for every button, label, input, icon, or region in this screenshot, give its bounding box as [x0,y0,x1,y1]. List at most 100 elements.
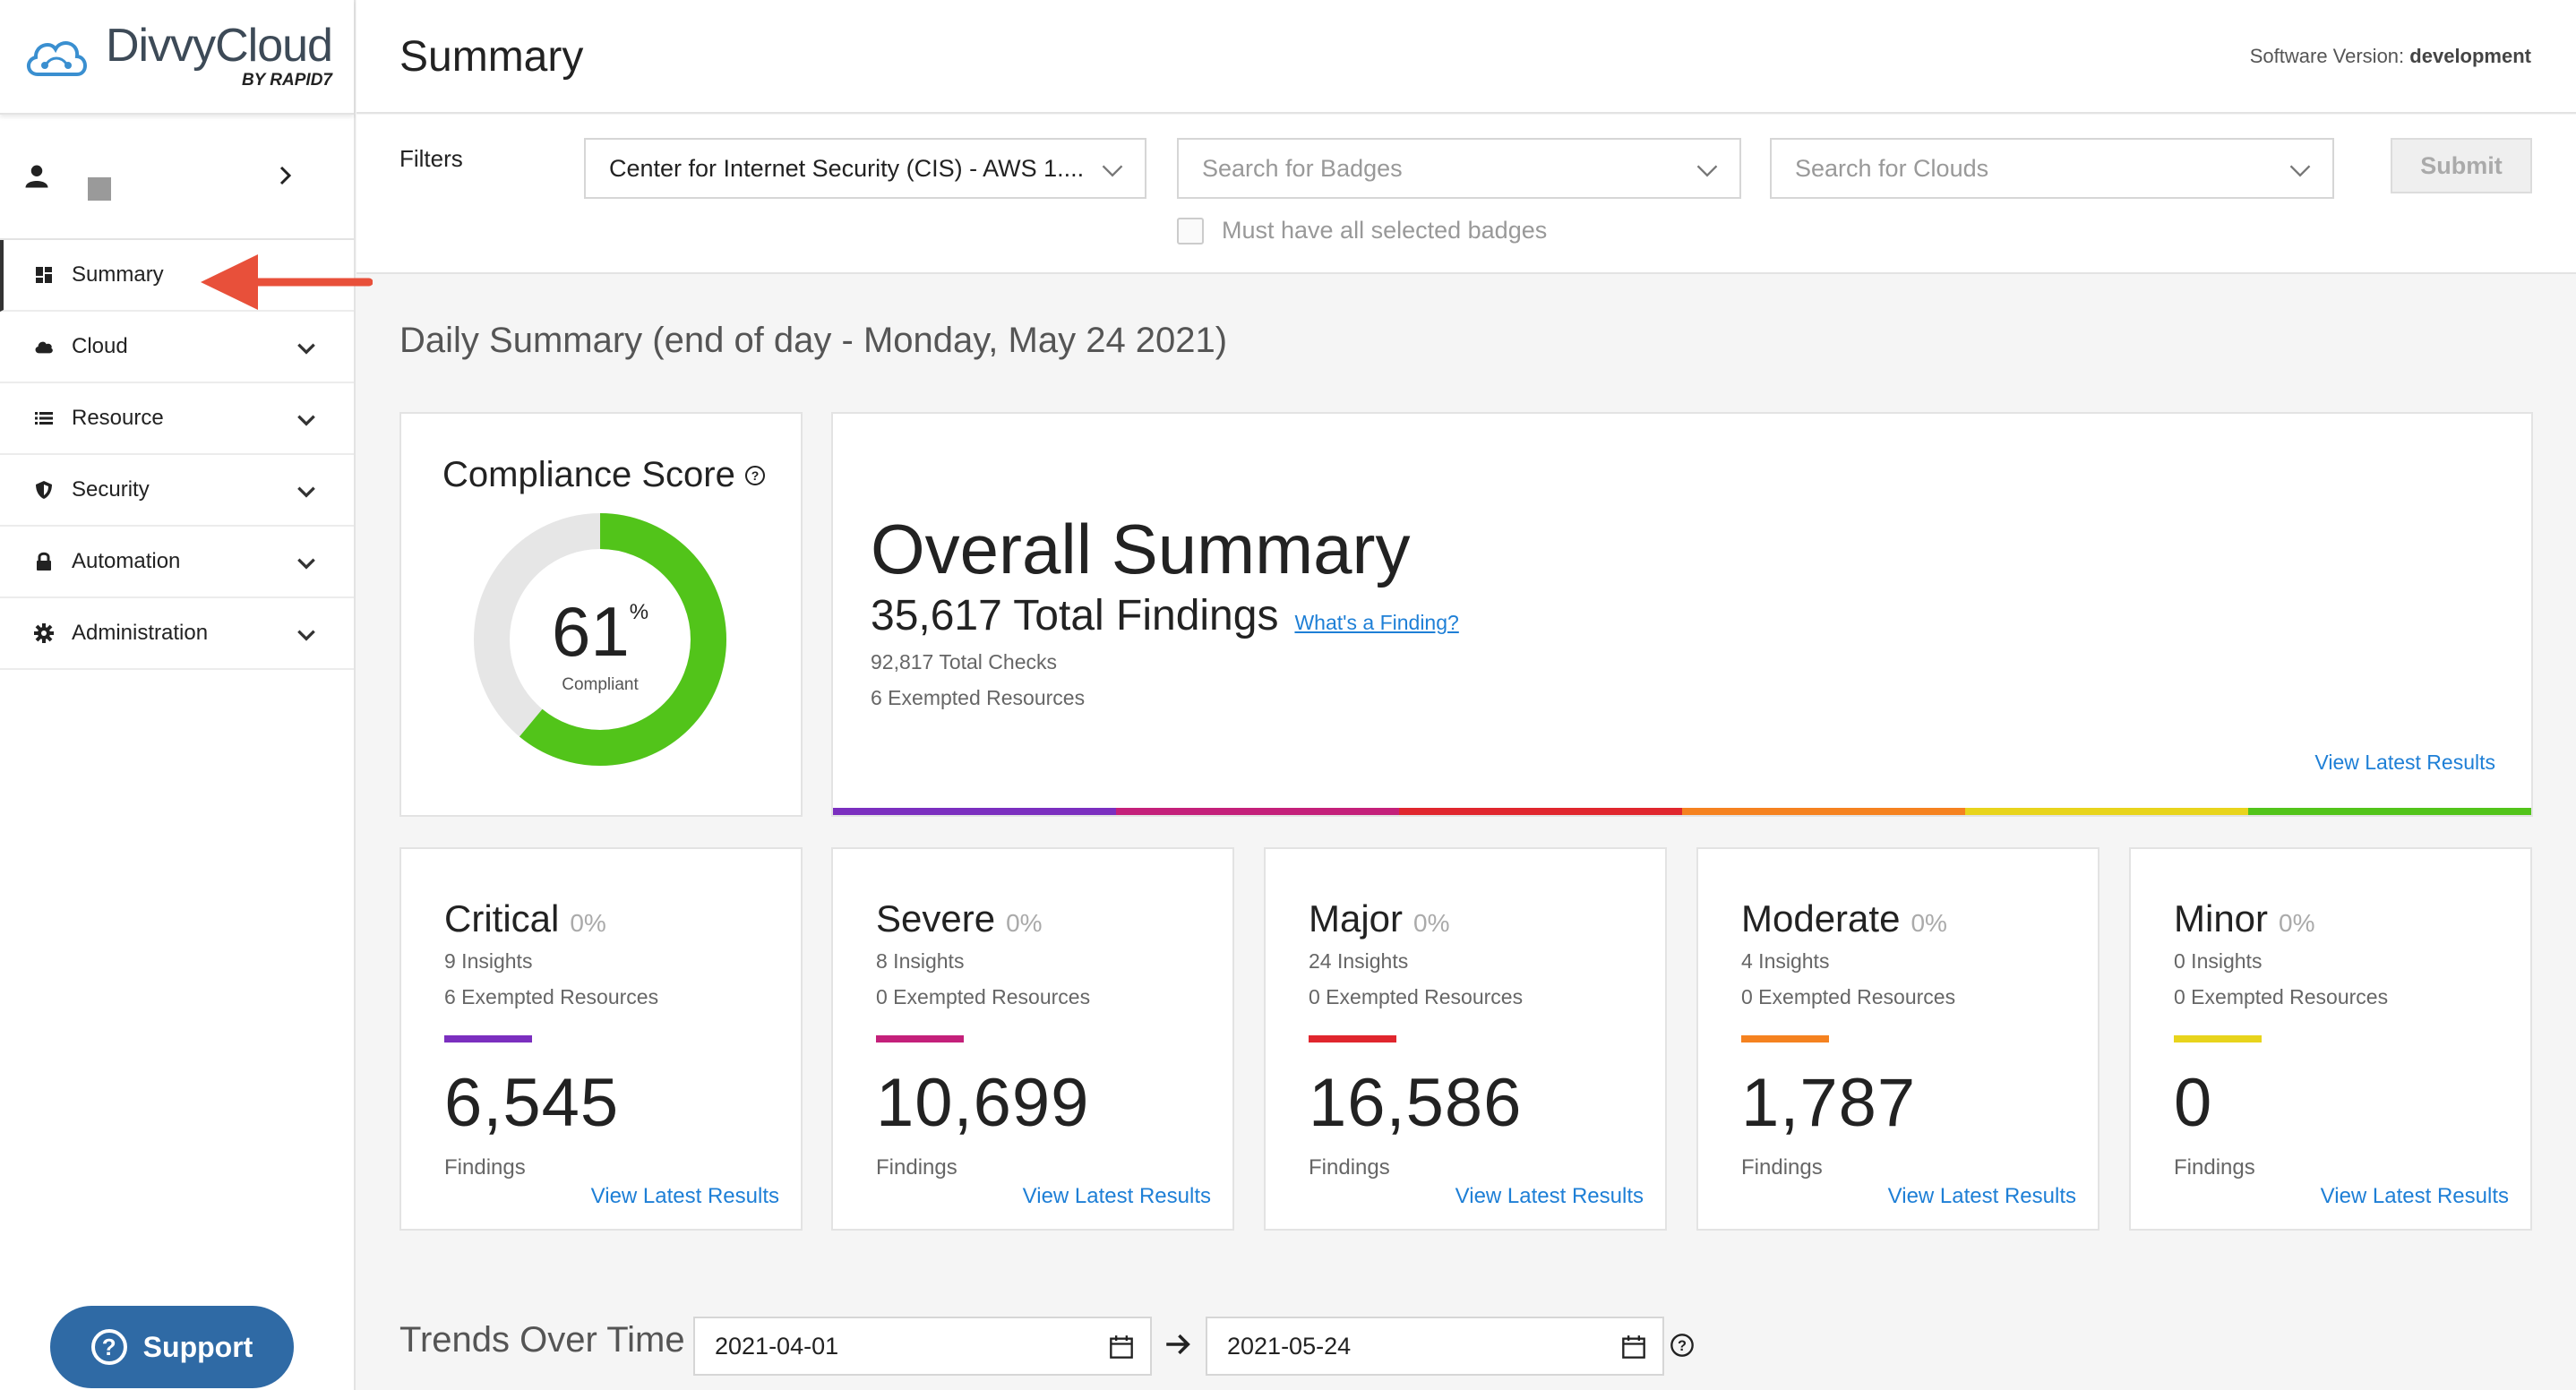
view-latest-results-link[interactable]: View Latest Results [1887,1184,2076,1208]
donut-chart [474,513,726,766]
start-date-input[interactable]: 2021-04-01 [693,1317,1152,1376]
gear-icon [34,623,54,643]
user-avatar [88,177,111,201]
rainbow-segment [833,808,1116,815]
help-icon[interactable]: ? [744,465,766,486]
badges-search-select[interactable]: Search for Badges [1177,138,1741,199]
chevron-down-icon[interactable] [295,480,318,503]
severity-name: Severe 0% [876,897,1043,940]
clouds-search-select[interactable]: Search for Clouds [1770,138,2334,199]
compliance-pack-value: Center for Internet Security (CIS) - AWS… [609,154,1085,182]
version-label: Software Version: [2249,45,2405,67]
severity-name: Major 0% [1309,897,1450,940]
severity-findings-label: Findings [1741,1155,1823,1180]
severity-exempted: 0 Exempted Resources [1741,985,1956,1008]
total-checks: 92,817 Total Checks [871,650,1057,674]
logo[interactable]: DivvyCloud BY RAPID7 [0,0,354,115]
severity-insights: 8 Insights [876,949,965,973]
compliance-score-value: 61% [473,591,727,673]
annotation-arrow [201,254,373,310]
severity-percent: 0% [570,909,606,937]
severity-percent: 0% [1911,909,1947,937]
severity-exempted: 0 Exempted Resources [876,985,1091,1008]
severity-findings-label: Findings [1309,1155,1390,1180]
severity-insights: 0 Insights [2174,949,2263,973]
severity-color-bar [2174,1035,2262,1042]
sidebar-item-resource[interactable]: Resource [0,383,354,455]
sidebar-item-label: Security [72,477,150,502]
submit-button[interactable]: Submit [2391,138,2532,193]
calendar-icon[interactable] [1109,1334,1134,1360]
view-latest-results-link[interactable]: View Latest Results [1455,1184,1644,1208]
sidebar-item-label: Cloud [72,334,128,358]
badges-placeholder: Search for Badges [1202,154,1403,182]
rainbow-segment [2248,808,2531,815]
trends-title: Trends Over Time [399,1320,685,1360]
severity-name: Minor 0% [2174,897,2315,940]
sidebar-item-administration[interactable]: Administration [0,598,354,670]
chevron-down-icon[interactable] [295,552,318,575]
severity-name: Critical 0% [444,897,606,940]
calendar-icon[interactable] [1621,1334,1646,1360]
sidebar-item-security[interactable]: Security [0,455,354,527]
severity-percent: 0% [2279,909,2315,937]
clouds-placeholder: Search for Clouds [1795,154,1989,182]
total-findings: 35,617 Total Findings What's a Finding? [871,591,1459,640]
help-circle-icon: ? [90,1329,127,1365]
view-latest-results-link[interactable]: View Latest Results [2314,751,2495,774]
cloud-icon [34,337,54,356]
view-latest-results-link[interactable]: View Latest Results [2320,1184,2509,1208]
score-number: 61 [551,592,630,671]
help-icon[interactable]: ? [1670,1333,1695,1358]
severity-exempted: 0 Exempted Resources [2174,985,2389,1008]
chevron-down-icon[interactable] [295,337,318,360]
chevron-right-icon[interactable] [274,165,296,186]
severity-findings-count: 16,586 [1309,1065,1523,1141]
start-date-value: 2021-04-01 [715,1332,839,1360]
support-button[interactable]: ? Support [50,1306,294,1388]
chevron-down-icon [1696,165,1718,177]
sidebar-item-automation[interactable]: Automation [0,527,354,598]
compliance-pack-select[interactable]: Center for Internet Security (CIS) - AWS… [584,138,1146,199]
user-row[interactable] [0,115,354,240]
view-latest-results-link[interactable]: View Latest Results [1022,1184,1211,1208]
arrow-right-icon [1166,1334,1190,1355]
rainbow-segment [1116,808,1399,815]
severity-label: Critical [444,897,560,940]
severity-percent: 0% [1413,909,1450,937]
logo-rapid: RAPID7 [270,71,332,90]
must-have-badges-label: Must have all selected badges [1222,217,1548,244]
chevron-down-icon[interactable] [295,408,318,432]
sidebar-item-label: Summary [72,262,164,287]
view-latest-results-link[interactable]: View Latest Results [590,1184,779,1208]
whats-a-finding-link[interactable]: What's a Finding? [1294,611,1459,634]
version-value: development [2409,45,2531,67]
severity-name: Moderate 0% [1741,897,1947,940]
severity-insights: 24 Insights [1309,949,1409,973]
sidebar-item-cloud[interactable]: Cloud [0,312,354,383]
overall-summary-card: Overall Summary 35,617 Total Findings Wh… [831,412,2533,817]
logo-by: BY [241,71,266,90]
compliance-score-title: Compliance Score ? [442,455,766,495]
end-date-input[interactable]: 2021-05-24 [1206,1317,1664,1376]
must-have-badges-checkbox[interactable] [1177,217,1204,245]
svg-text:?: ? [751,468,760,483]
sidebar-item-label: Administration [72,621,209,645]
severity-card-critical: Critical 0% 9 Insights 6 Exempted Resources… [399,847,803,1231]
severity-label: Severe [876,897,996,940]
severity-insights: 4 Insights [1741,949,1830,973]
sidebar-item-summary[interactable]: Summary [0,240,354,312]
list-icon [34,408,54,428]
cloud-logo-icon [27,41,87,76]
user-icon [25,165,48,188]
chevron-down-icon[interactable] [295,623,318,647]
daily-summary-title: Daily Summary (end of day - Monday, May … [399,321,1228,360]
rainbow-segment [1965,808,2248,815]
severity-card-moderate: Moderate 0% 4 Insights 0 Exempted Resources… [1696,847,2099,1231]
filters-label: Filters [399,145,463,172]
support-label: Support [142,1330,253,1363]
severity-findings-count: 10,699 [876,1065,1090,1141]
severity-findings-count: 6,545 [444,1065,620,1141]
total-findings-text: 35,617 Total Findings [871,592,1279,639]
percent-sign: % [629,600,649,624]
